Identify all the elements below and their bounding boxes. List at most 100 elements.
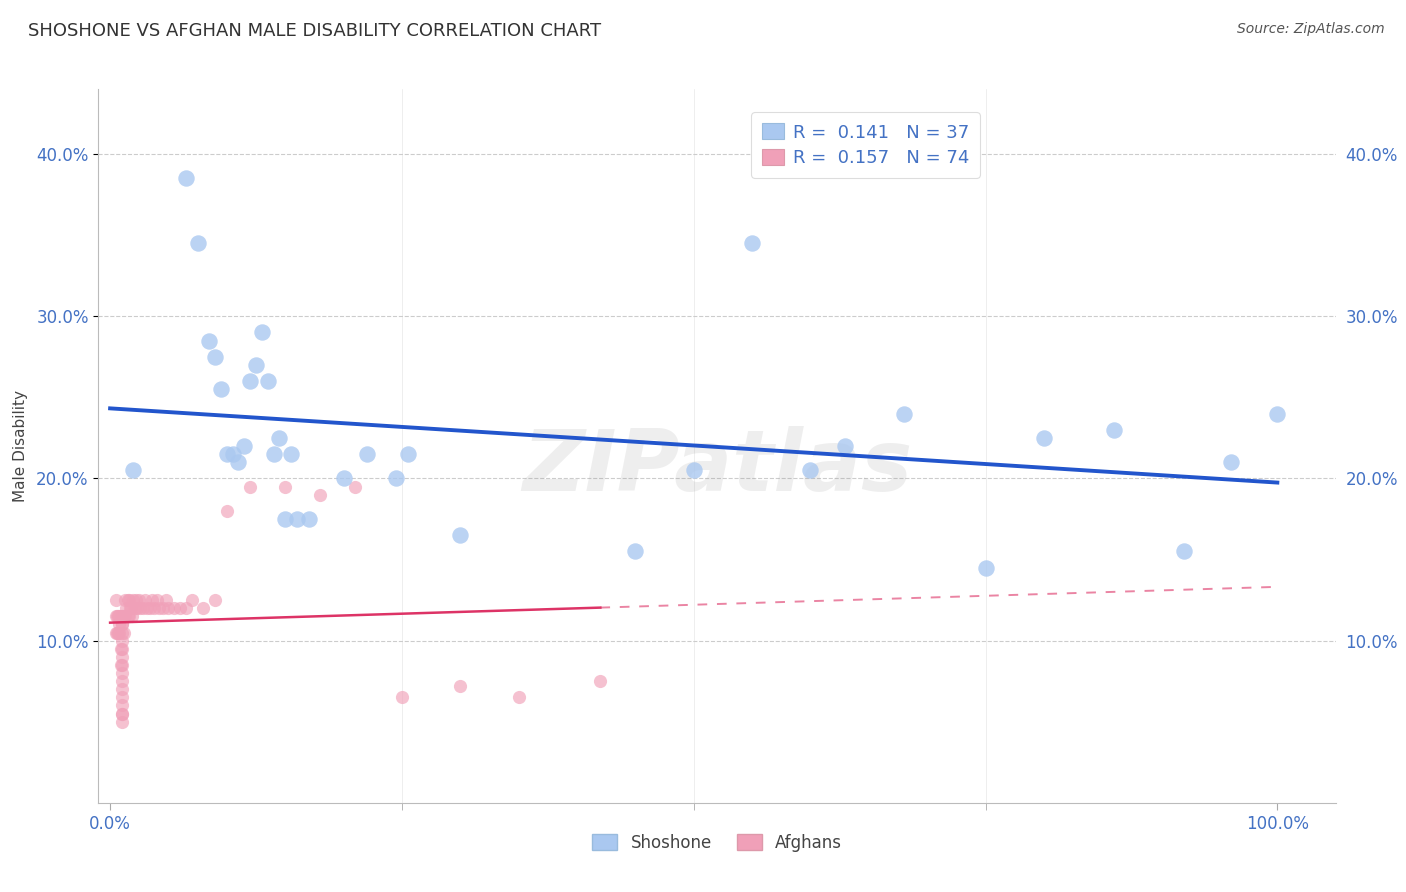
Point	[391, 690, 413, 705]
Point	[112, 625, 135, 640]
Point	[105, 609, 128, 624]
Point	[385, 471, 408, 485]
Point	[834, 439, 856, 453]
Point	[187, 236, 209, 251]
Point	[624, 544, 647, 558]
Point	[239, 479, 262, 493]
Point	[589, 674, 612, 689]
Point	[508, 690, 530, 705]
Point	[152, 601, 174, 615]
Point	[893, 407, 915, 421]
Point	[396, 447, 419, 461]
Point	[111, 682, 134, 697]
Point	[356, 447, 378, 461]
Point	[250, 326, 273, 340]
Point	[104, 609, 127, 624]
Point	[1219, 455, 1241, 469]
Point	[111, 609, 134, 624]
Point	[129, 601, 152, 615]
Point	[228, 455, 250, 469]
Point	[108, 609, 131, 624]
Point	[121, 609, 143, 624]
Point	[209, 382, 232, 396]
Point	[174, 601, 197, 615]
Point	[274, 512, 297, 526]
Y-axis label: Male Disability: Male Disability	[13, 390, 28, 502]
Point	[1102, 423, 1125, 437]
Legend: Shoshone, Afghans: Shoshone, Afghans	[585, 828, 849, 859]
Point	[118, 601, 141, 615]
Point	[974, 560, 997, 574]
Point	[114, 609, 136, 624]
Point	[132, 601, 155, 615]
Point	[110, 657, 132, 672]
Point	[111, 641, 134, 656]
Point	[112, 609, 135, 624]
Point	[128, 593, 150, 607]
Point	[111, 666, 134, 681]
Point	[215, 504, 238, 518]
Point	[111, 649, 134, 664]
Point	[107, 609, 129, 624]
Point	[104, 593, 127, 607]
Point	[111, 633, 134, 648]
Point	[134, 593, 156, 607]
Point	[233, 439, 256, 453]
Point	[198, 334, 221, 348]
Point	[204, 593, 226, 607]
Point	[111, 706, 134, 721]
Point	[163, 601, 186, 615]
Point	[120, 601, 142, 615]
Point	[136, 601, 159, 615]
Point	[111, 617, 134, 632]
Point	[221, 447, 243, 461]
Point	[263, 447, 285, 461]
Point	[155, 593, 177, 607]
Point	[280, 447, 302, 461]
Point	[174, 171, 197, 186]
Point	[332, 471, 354, 485]
Point	[111, 657, 134, 672]
Point	[105, 625, 128, 640]
Point	[239, 374, 262, 388]
Point	[108, 625, 131, 640]
Point	[114, 593, 136, 607]
Point	[111, 690, 134, 705]
Point	[1265, 407, 1288, 421]
Point	[139, 601, 162, 615]
Point	[449, 528, 471, 542]
Point	[122, 593, 145, 607]
Point	[799, 463, 821, 477]
Text: ZIPatlas: ZIPatlas	[522, 425, 912, 509]
Point	[193, 601, 215, 615]
Point	[111, 609, 134, 624]
Text: Source: ZipAtlas.com: Source: ZipAtlas.com	[1237, 22, 1385, 37]
Point	[111, 625, 134, 640]
Point	[297, 512, 319, 526]
Point	[148, 601, 170, 615]
Point	[111, 698, 134, 713]
Point	[1032, 431, 1054, 445]
Point	[117, 609, 139, 624]
Point	[309, 488, 332, 502]
Point	[122, 463, 145, 477]
Point	[111, 674, 134, 689]
Point	[157, 601, 180, 615]
Point	[274, 479, 297, 493]
Point	[111, 714, 134, 729]
Point	[124, 601, 146, 615]
Text: SHOSHONE VS AFGHAN MALE DISABILITY CORRELATION CHART: SHOSHONE VS AFGHAN MALE DISABILITY CORRE…	[28, 22, 602, 40]
Point	[118, 593, 141, 607]
Point	[449, 679, 471, 693]
Point	[143, 601, 166, 615]
Point	[118, 609, 141, 624]
Point	[1173, 544, 1195, 558]
Point	[204, 350, 226, 364]
Point	[245, 358, 267, 372]
Point	[125, 601, 148, 615]
Point	[111, 706, 134, 721]
Point	[256, 374, 278, 388]
Point	[741, 236, 763, 251]
Point	[104, 625, 127, 640]
Point	[110, 641, 132, 656]
